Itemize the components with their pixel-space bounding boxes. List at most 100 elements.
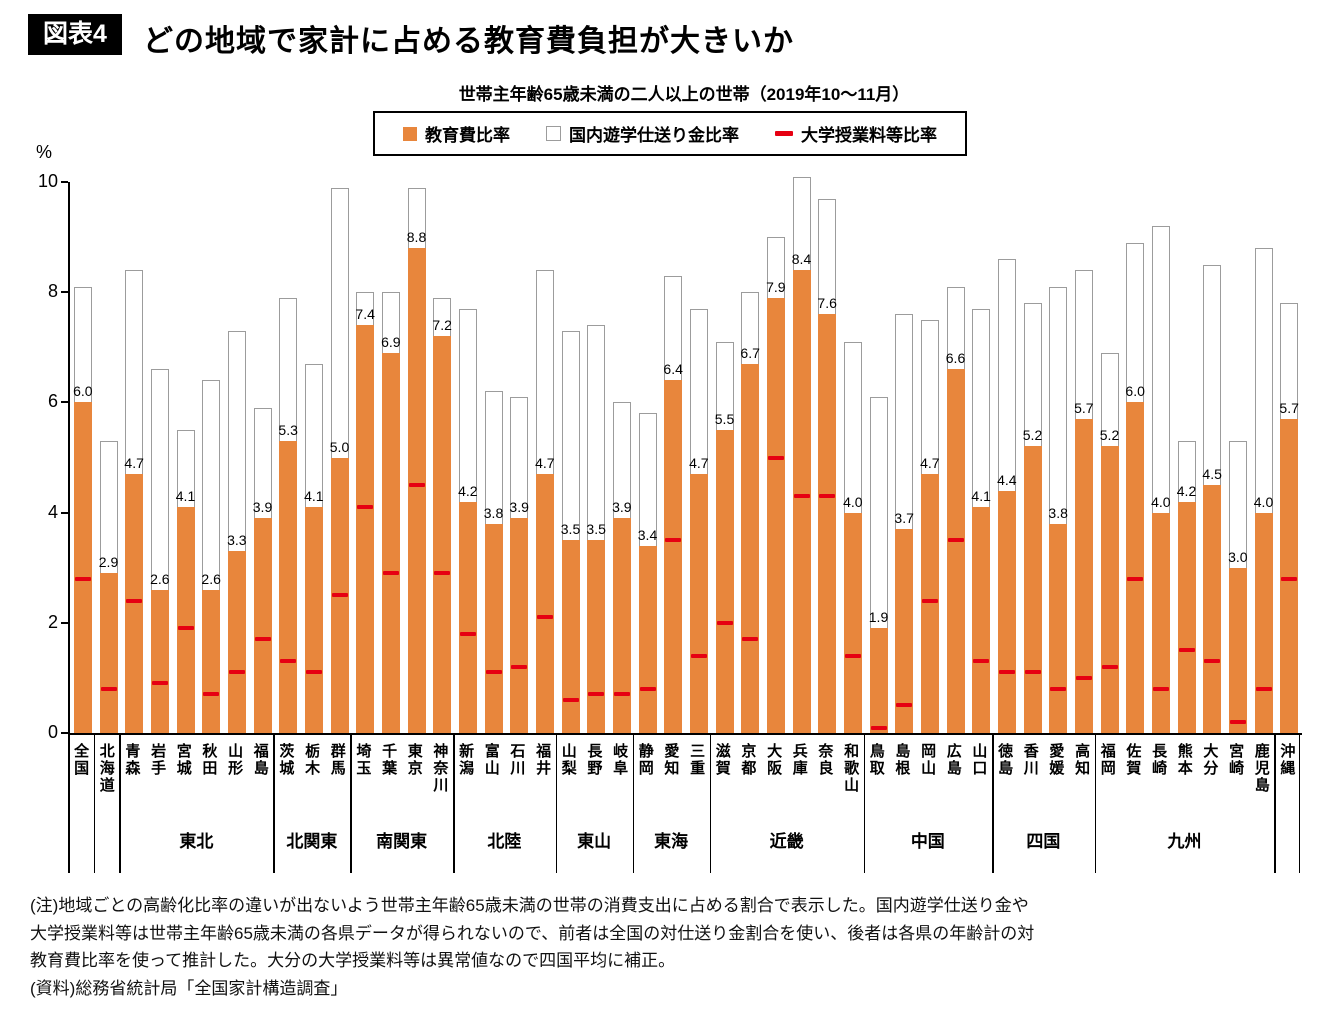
- y-tick-label: 10: [37, 171, 58, 191]
- prefecture-label: 香川: [1021, 743, 1039, 777]
- white-square-icon: [546, 126, 561, 141]
- tuition-dash: [177, 626, 194, 631]
- bar-education: [612, 518, 631, 733]
- tuition-dash: [1229, 719, 1246, 724]
- bar-education: [304, 507, 323, 733]
- bar-education: [1151, 512, 1170, 733]
- group-separator: [1094, 735, 1097, 873]
- group-separator: [992, 735, 994, 873]
- prefecture-label: 大阪: [765, 743, 783, 777]
- tuition-dash: [1075, 675, 1092, 680]
- tuition-dash: [151, 681, 168, 686]
- tuition-dash: [793, 494, 810, 499]
- tuition-dash: [485, 670, 502, 675]
- group-separator: [119, 735, 121, 873]
- note-line-3: 教育費比率を使って推計した。大分の大学授業料等は異常値なので四国平均に補正。: [30, 951, 676, 971]
- bar-education: [561, 540, 580, 733]
- bar-value-label: 5.3: [278, 421, 298, 438]
- tuition-dash: [1050, 686, 1067, 691]
- region-label: 東山: [577, 832, 612, 851]
- footnotes: (注)地域ごとの高齢化比率の違いが出ないよう世帯主年齢65歳未満の世帯の消費支出…: [30, 892, 1318, 1002]
- bar-value-label: 5.0: [329, 438, 350, 455]
- y-tick-mark: [61, 621, 68, 624]
- prefecture-label: 栃木: [303, 743, 321, 777]
- tuition-dash: [1127, 576, 1144, 581]
- bar-value-label: 6.9: [381, 333, 401, 350]
- prefecture-label: 滋賀: [713, 743, 731, 777]
- x-axis-labels: 全国 北海道 青森 岩手 宮城 秋田 山形 福島 茨城 栃木 群馬 埼玉 千葉 東京 神奈川 新潟 富山 石川 福井…: [68, 735, 1300, 878]
- bar-education: [689, 474, 708, 733]
- prefecture-label: 熊本: [1175, 743, 1193, 777]
- bar-education: [1177, 501, 1196, 733]
- bar-value-label: 3.8: [1048, 504, 1068, 521]
- bar-education: [253, 518, 272, 733]
- tuition-dash: [1204, 659, 1221, 664]
- bar-education: [1254, 512, 1273, 733]
- region-label: 近畿: [769, 832, 804, 851]
- tuition-dash: [357, 505, 374, 510]
- prefecture-label: 静岡: [636, 743, 654, 777]
- bar-value-label: 6.0: [1125, 383, 1145, 400]
- prefecture-label: 兵庫: [790, 743, 808, 777]
- bar-education: [1074, 418, 1093, 733]
- bar-value-label: 3.9: [252, 499, 273, 516]
- tuition-dash: [203, 692, 220, 697]
- bar-value-label: 5.2: [1022, 427, 1043, 444]
- prefecture-label: 福島: [251, 743, 269, 777]
- prefecture-label: 北海道: [97, 743, 115, 794]
- tuition-dash: [1101, 664, 1118, 669]
- group-separator: [1274, 735, 1276, 873]
- tuition-dash: [1024, 670, 1041, 675]
- bar-education: [1100, 446, 1119, 733]
- prefecture-label: 秋田: [200, 743, 218, 777]
- prefecture-label: 長野: [585, 743, 603, 777]
- y-tick-label: 6: [47, 391, 58, 412]
- note-line-2: 大学授業料等は世帯主年齢65歳未満の各県データが得られないので、前者は全国の対仕…: [30, 923, 1035, 943]
- group-separator: [68, 735, 70, 873]
- bar-value-label: 5.2: [1099, 427, 1120, 444]
- y-tick-mark: [61, 291, 68, 294]
- bar-education: [818, 314, 837, 733]
- tuition-dash: [511, 664, 528, 669]
- prefecture-label: 富山: [482, 743, 500, 777]
- y-tick-mark: [61, 181, 68, 183]
- prefecture-label: 山口: [970, 743, 988, 777]
- legend-label-remittance: 国内遊学仕送り金比率: [569, 126, 739, 145]
- bar-education: [587, 540, 606, 733]
- bar-value-label: 7.4: [355, 306, 375, 323]
- tuition-dash: [74, 576, 91, 581]
- prefecture-label: 青森: [123, 743, 141, 777]
- bar-value-label: 4.1: [971, 488, 991, 505]
- region-label: 中国: [910, 832, 945, 851]
- bar-value-label: 5.7: [1279, 399, 1299, 416]
- bar-value-label: 7.2: [432, 317, 452, 334]
- bar-education: [279, 440, 298, 733]
- bar-education: [1203, 485, 1222, 733]
- tuition-dash: [305, 670, 322, 675]
- source-line: (資料)総務省統計局「全国家計構造調査」: [30, 978, 348, 998]
- bar-value-label: 1.9: [868, 609, 889, 626]
- region-label: 四国: [1026, 832, 1061, 851]
- bar-education: [766, 297, 785, 733]
- prefecture-label: 埼玉: [354, 743, 372, 777]
- bar-value-label: 3.4: [637, 526, 658, 543]
- tuition-dash: [767, 455, 784, 460]
- bar-education: [997, 490, 1016, 733]
- y-tick-label: 8: [47, 281, 58, 302]
- group-separator: [273, 735, 275, 873]
- bar-value-label: 3.9: [509, 499, 529, 516]
- bar-education: [843, 512, 862, 733]
- group-separator: [1298, 735, 1300, 873]
- bar-value-label: 4.2: [458, 482, 478, 499]
- bar-education: [920, 474, 939, 733]
- group-separator: [709, 735, 712, 873]
- orange-square-icon: [403, 126, 417, 141]
- region-label: 南関東: [376, 832, 428, 851]
- bar-education: [99, 573, 118, 733]
- tuition-dash: [562, 697, 579, 702]
- prefecture-label: 鹿児島: [1252, 743, 1270, 794]
- prefecture-label: 岐阜: [611, 743, 629, 777]
- tuition-dash: [434, 571, 451, 576]
- bar-education: [202, 589, 221, 733]
